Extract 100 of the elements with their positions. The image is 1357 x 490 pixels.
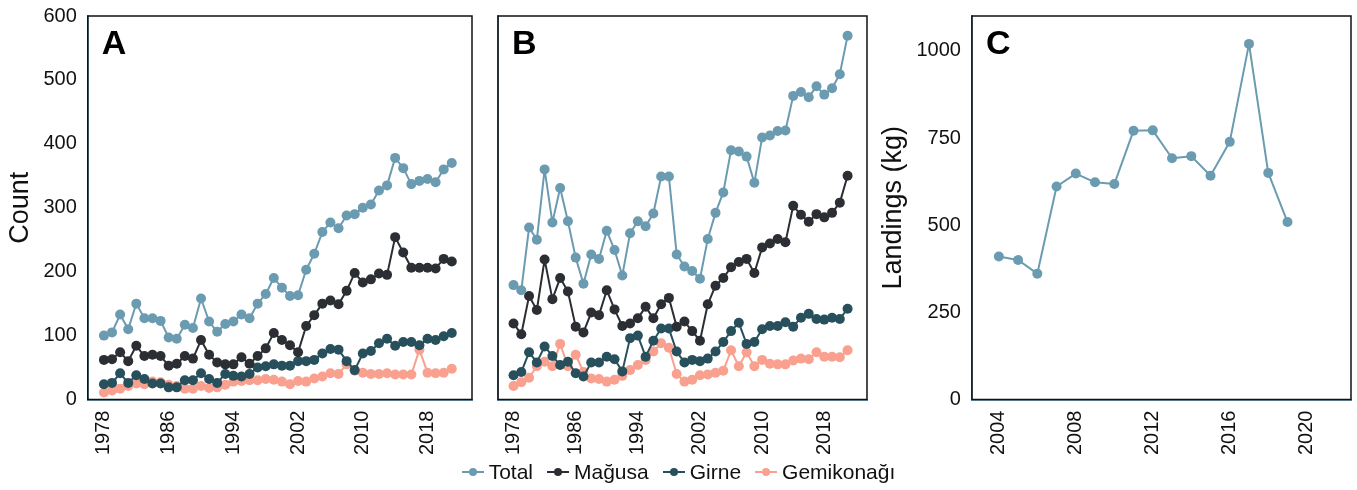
point: [749, 336, 760, 347]
point: [252, 298, 263, 309]
point: [406, 262, 417, 273]
point: [212, 377, 223, 388]
point: [147, 349, 158, 360]
point: [733, 146, 744, 157]
point: [702, 353, 713, 364]
point: [547, 294, 558, 305]
point: [803, 216, 814, 227]
point: [1224, 136, 1235, 147]
point: [993, 251, 1004, 262]
point: [718, 365, 729, 376]
point: [562, 216, 573, 227]
point: [617, 321, 628, 331]
y-tick-label: 100: [43, 323, 77, 346]
point: [293, 347, 304, 358]
point: [663, 342, 674, 353]
annotation: C: [985, 23, 1011, 62]
point: [1282, 217, 1293, 228]
point: [570, 321, 581, 332]
annotation: B: [512, 23, 537, 62]
point: [710, 280, 721, 291]
point: [220, 319, 231, 330]
point: [757, 324, 768, 335]
point: [531, 305, 542, 316]
point: [349, 209, 360, 220]
point: [123, 324, 134, 335]
x-tick-label: 1978: [501, 410, 524, 456]
point: [365, 274, 376, 285]
point: [632, 313, 643, 324]
point: [123, 377, 134, 388]
point: [196, 381, 207, 392]
point: [390, 340, 401, 351]
annotation: A: [101, 23, 127, 62]
point: [749, 267, 760, 278]
point: [764, 238, 775, 249]
point: [609, 304, 620, 315]
point: [1147, 125, 1158, 136]
point: [795, 209, 806, 220]
point: [586, 307, 597, 318]
point: [570, 368, 581, 379]
y-tick-label: 0: [65, 387, 77, 410]
point: [301, 356, 312, 367]
point: [671, 346, 682, 357]
x-tick-label: 2018: [415, 410, 438, 456]
point: [1205, 170, 1216, 181]
point: [819, 212, 830, 223]
y-tick-label: 300: [43, 195, 77, 218]
point: [632, 216, 643, 227]
point: [406, 369, 417, 380]
point: [648, 335, 659, 346]
point: [155, 351, 166, 362]
legend-label: Total: [488, 460, 534, 484]
y-axis-title: Count: [3, 171, 34, 244]
point: [325, 368, 336, 379]
point: [430, 177, 441, 188]
point: [365, 345, 376, 356]
point: [780, 317, 791, 328]
point: [834, 69, 845, 80]
point: [741, 253, 752, 264]
point: [648, 313, 659, 324]
point: [357, 202, 368, 213]
y-tick-label: 0: [949, 387, 961, 410]
point: [438, 367, 449, 378]
point: [139, 313, 150, 324]
point: [333, 223, 344, 234]
point: [382, 269, 393, 280]
point: [702, 234, 713, 245]
y-tick-label: 250: [927, 299, 961, 322]
point: [309, 310, 320, 321]
point: [220, 368, 231, 379]
point: [671, 321, 682, 332]
x-tick-label: 1986: [156, 410, 179, 456]
point: [803, 92, 814, 103]
point: [317, 298, 328, 309]
point: [115, 309, 126, 320]
point: [325, 295, 336, 306]
point: [609, 374, 620, 385]
point: [795, 87, 806, 98]
x-tick-label: 2012: [1140, 410, 1163, 456]
point: [819, 89, 830, 100]
point: [539, 341, 550, 352]
point: [276, 282, 287, 293]
point: [196, 335, 207, 346]
point: [531, 234, 542, 245]
point: [578, 371, 589, 382]
point: [1128, 125, 1139, 136]
point: [780, 237, 791, 248]
point: [398, 163, 409, 174]
point: [365, 199, 376, 210]
point: [341, 285, 352, 296]
point: [1167, 153, 1178, 164]
point: [252, 351, 263, 362]
x-tick-label: 2010: [749, 410, 772, 456]
point: [516, 367, 527, 378]
point: [834, 197, 845, 208]
point: [834, 313, 845, 324]
y-tick-label: 400: [43, 131, 77, 154]
point: [671, 368, 682, 379]
point: [795, 312, 806, 323]
